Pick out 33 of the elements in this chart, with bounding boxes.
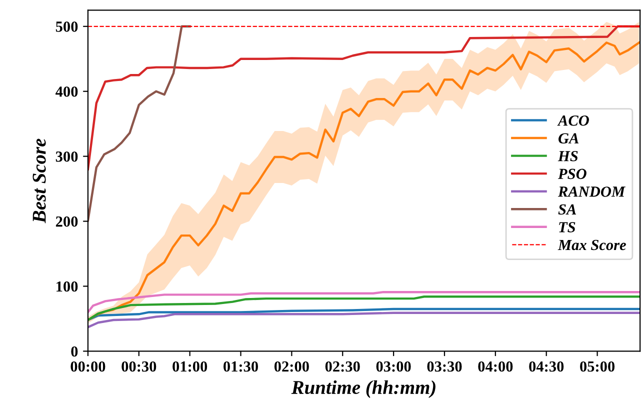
x-tick-label: 05:00: [580, 361, 615, 372]
y-tick-label: 500: [56, 22, 78, 32]
x-axis-title: Runtime (hh:mm): [291, 380, 436, 398]
line-series: [88, 290, 640, 314]
y-tick-label: 0: [71, 346, 78, 357]
x-tick-label: 00:00: [70, 361, 106, 372]
line-series: [88, 308, 640, 322]
line-series: [88, 25, 640, 170]
y-tick-label: 100: [56, 281, 78, 292]
legend-label: SA: [558, 204, 576, 215]
legend-label: HS: [558, 151, 578, 162]
line-series: [88, 296, 640, 322]
legend-label: PSO: [558, 168, 586, 180]
legend-label: Max Score: [558, 240, 626, 250]
legend-label: TS: [559, 222, 576, 232]
x-tick-label: 02:30: [325, 361, 360, 372]
x-tick-label: 02:00: [274, 361, 309, 372]
x-tick-label: 01:00: [172, 361, 208, 372]
y-tick-label: 400: [56, 86, 78, 97]
y-tick-label: 200: [56, 216, 78, 227]
legend-label: ACO: [557, 115, 589, 126]
legend-label: GA: [558, 133, 579, 144]
y-axis-title: Best Score: [32, 138, 46, 224]
x-tick-label: 00:30: [122, 361, 156, 372]
line-series: [88, 312, 640, 328]
x-tick-label: 01:30: [224, 361, 258, 372]
line-series: [88, 25, 191, 222]
legend-label: RANDOM: [558, 186, 626, 197]
x-tick-label: 03:30: [427, 361, 462, 372]
x-tick-label: 03:00: [376, 361, 411, 372]
y-tick-label: 300: [56, 151, 78, 162]
x-tick-label: 04:00: [478, 361, 513, 372]
x-tick-label: 04:30: [529, 361, 564, 372]
